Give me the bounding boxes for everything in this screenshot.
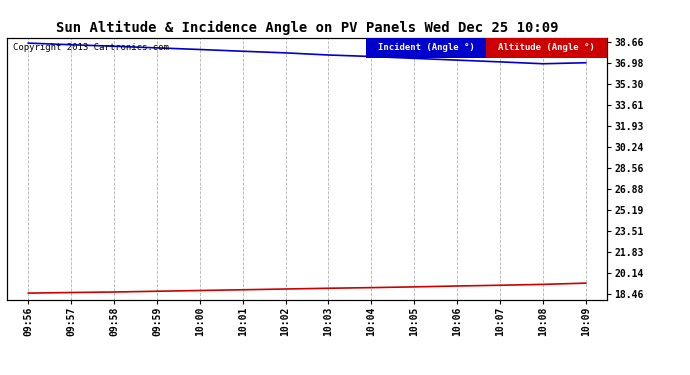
Text: Altitude (Angle °): Altitude (Angle °) <box>498 44 595 52</box>
Title: Sun Altitude & Incidence Angle on PV Panels Wed Dec 25 10:09: Sun Altitude & Incidence Angle on PV Pan… <box>56 21 558 35</box>
Text: Copyright 2013 Cartronics.com: Copyright 2013 Cartronics.com <box>13 43 169 52</box>
Text: Incident (Angle °): Incident (Angle °) <box>377 44 475 52</box>
